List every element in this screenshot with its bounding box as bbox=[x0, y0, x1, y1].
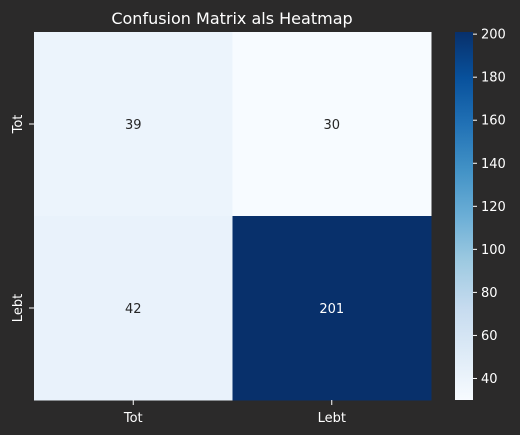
colorbar-tick-label: 140 bbox=[481, 157, 506, 172]
cell-value-label: 30 bbox=[323, 118, 340, 133]
colorbar: 40 60 80 100 120 140 160 180 200 bbox=[455, 28, 506, 400]
heatmap-cells bbox=[34, 32, 432, 401]
heatmap-cell bbox=[34, 32, 233, 217]
heatmap-cell-labels: 39 30 42 201 bbox=[125, 118, 344, 317]
heatmap-cell bbox=[232, 32, 432, 217]
chart-title: Confusion Matrix als Heatmap bbox=[111, 9, 352, 28]
cell-value-label: 201 bbox=[319, 302, 344, 317]
x-tick-label: Lebt bbox=[318, 411, 346, 426]
y-tick-label: Tot bbox=[11, 115, 26, 135]
x-tick-label: Tot bbox=[123, 411, 143, 426]
colorbar-tick-label: 180 bbox=[481, 71, 506, 86]
colorbar-tick-label: 40 bbox=[481, 372, 498, 387]
heatmap-cell bbox=[34, 216, 233, 401]
colorbar-tick-label: 80 bbox=[481, 286, 498, 301]
y-axis: Tot Lebt bbox=[11, 115, 34, 322]
cell-value-label: 42 bbox=[125, 302, 142, 317]
colorbar-gradient bbox=[455, 32, 473, 400]
colorbar-tick-label: 120 bbox=[481, 200, 506, 215]
heatmap-cell bbox=[232, 216, 432, 401]
colorbar-tick-label: 200 bbox=[481, 28, 506, 43]
colorbar-ticks: 40 60 80 100 120 140 160 180 200 bbox=[473, 28, 506, 387]
cell-value-label: 39 bbox=[125, 118, 142, 133]
y-tick-label: Lebt bbox=[11, 294, 26, 322]
x-axis: Tot Lebt bbox=[123, 400, 346, 426]
colorbar-tick-label: 160 bbox=[481, 114, 506, 129]
colorbar-tick-label: 60 bbox=[481, 329, 498, 344]
colorbar-tick-label: 100 bbox=[481, 243, 506, 258]
